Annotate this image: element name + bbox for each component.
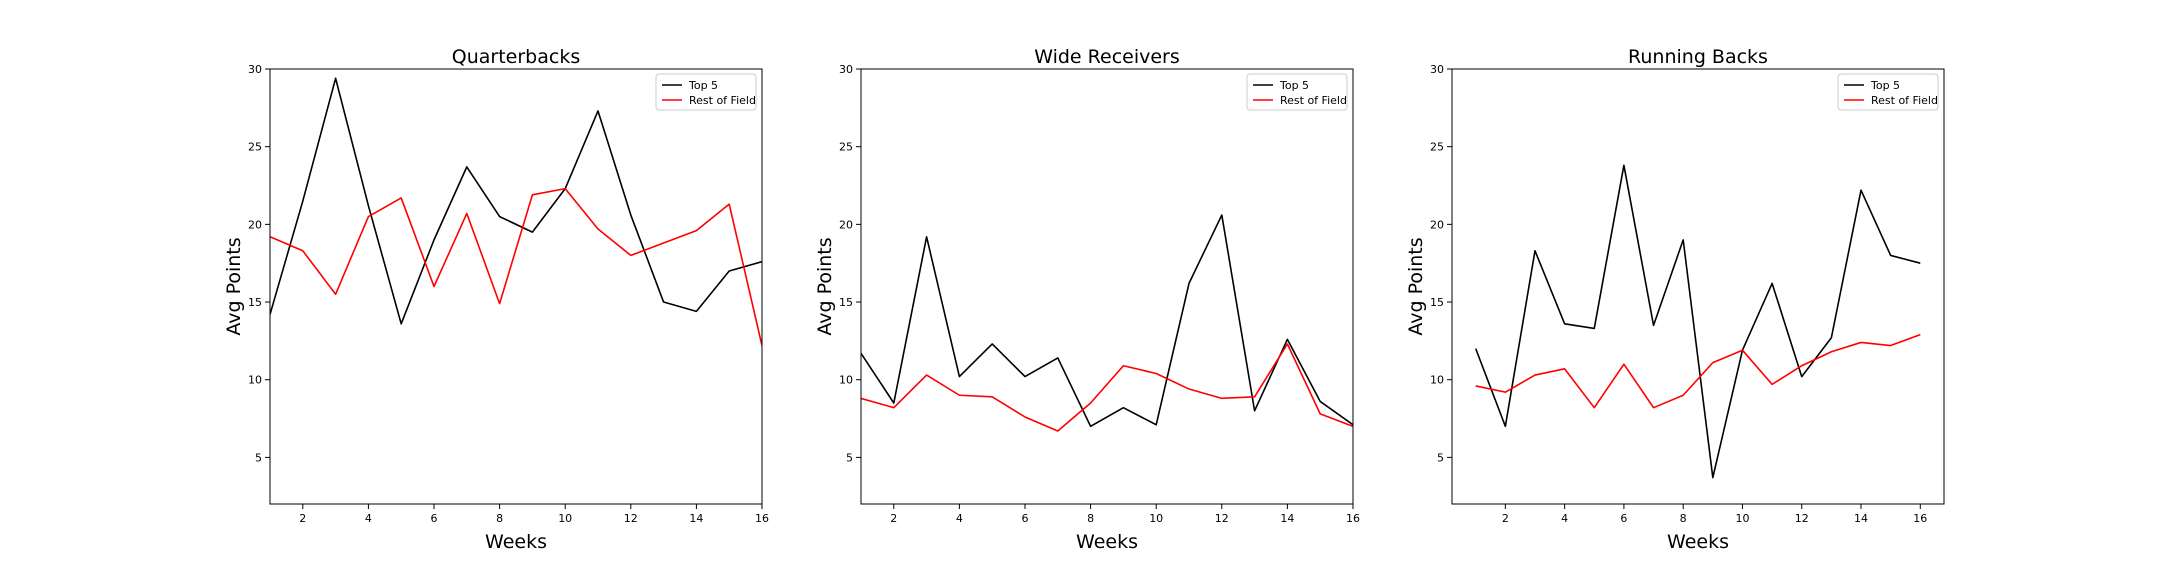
legend: Top 5 Rest of Field bbox=[655, 73, 757, 111]
x-tick-label: 16 bbox=[1346, 512, 1360, 525]
x-axis-label: Weeks bbox=[1076, 531, 1138, 553]
series-line-top-5 bbox=[1474, 164, 1921, 479]
series-line-rest-of-field bbox=[861, 343, 1353, 432]
y-tick-label: 30 bbox=[1430, 63, 1444, 76]
y-tick-label: 5 bbox=[846, 451, 853, 464]
legend-box bbox=[1837, 73, 1939, 111]
x-tick-label: 12 bbox=[1795, 512, 1809, 525]
legend-label: Rest of Field bbox=[689, 94, 756, 107]
y-tick-label: 20 bbox=[248, 218, 262, 231]
legend-label: Top 5 bbox=[688, 79, 718, 92]
y-tick-label: 10 bbox=[839, 374, 853, 387]
x-tick-label: 2 bbox=[1502, 512, 1509, 525]
y-tick-label: 20 bbox=[839, 218, 853, 231]
y-tick-label: 25 bbox=[248, 141, 262, 154]
chart-title: Running Backs bbox=[1628, 46, 1768, 68]
x-tick-label: 14 bbox=[1280, 512, 1294, 525]
x-tick-label: 12 bbox=[624, 512, 638, 525]
y-axis-label: Avg Points bbox=[1405, 237, 1427, 335]
legend-box bbox=[655, 73, 757, 111]
legend-label: Rest of Field bbox=[1871, 94, 1938, 107]
y-tick-label: 25 bbox=[839, 141, 853, 154]
x-tick-label: 14 bbox=[689, 512, 703, 525]
x-tick-label: 2 bbox=[299, 512, 306, 525]
y-tick-label: 5 bbox=[255, 451, 262, 464]
x-tick-label: 16 bbox=[1913, 512, 1927, 525]
x-tick-label: 16 bbox=[755, 512, 769, 525]
y-tick-label: 30 bbox=[839, 63, 853, 76]
legend: Top 5 Rest of Field bbox=[1246, 73, 1348, 111]
x-tick-label: 14 bbox=[1854, 512, 1868, 525]
x-tick-label: 4 bbox=[1561, 512, 1568, 525]
x-tick-label: 10 bbox=[1149, 512, 1163, 525]
y-tick-label: 10 bbox=[248, 374, 262, 387]
chart-running-backs: 2 4 6 8 10 12 14 16 5 10 15 20 25 30 Running Backs Week… bbox=[1405, 46, 1945, 553]
y-axis-label: Avg Points bbox=[223, 237, 245, 335]
x-tick-label: 2 bbox=[890, 512, 897, 525]
x-tick-label: 6 bbox=[431, 512, 438, 525]
series-line-top-5 bbox=[270, 77, 762, 325]
chart-quarterbacks: 2 4 6 8 10 12 14 16 5 10 15 20 25 30 Quarterbacks Weeks… bbox=[223, 46, 769, 553]
legend-box bbox=[1246, 73, 1348, 111]
y-tick-label: 15 bbox=[248, 296, 262, 309]
series-line-rest-of-field bbox=[1475, 333, 1921, 409]
legend-label: Top 5 bbox=[1870, 79, 1900, 92]
series-line-rest-of-field bbox=[270, 187, 762, 346]
chart-wide-receivers: 2 4 6 8 10 12 14 16 5 10 15 20 25 30 Wide Receivers Wee… bbox=[814, 46, 1360, 553]
y-tick-label: 15 bbox=[1430, 296, 1444, 309]
x-axis-label: Weeks bbox=[1667, 531, 1729, 553]
x-tick-label: 12 bbox=[1215, 512, 1229, 525]
y-axis-label: Avg Points bbox=[814, 237, 836, 335]
y-tick-label: 30 bbox=[248, 63, 262, 76]
legend: Top 5 Rest of Field bbox=[1837, 73, 1939, 111]
x-tick-label: 4 bbox=[956, 512, 963, 525]
chart-title: Quarterbacks bbox=[452, 46, 580, 68]
y-tick-label: 20 bbox=[1430, 218, 1444, 231]
plot-frame bbox=[860, 68, 1354, 505]
legend-label: Top 5 bbox=[1279, 79, 1309, 92]
x-axis-label: Weeks bbox=[485, 531, 547, 553]
series-line-top-5 bbox=[861, 214, 1353, 428]
y-tick-label: 10 bbox=[1430, 374, 1444, 387]
plot-frame bbox=[1451, 68, 1945, 505]
x-tick-label: 8 bbox=[496, 512, 503, 525]
x-tick-label: 10 bbox=[558, 512, 572, 525]
y-tick-label: 5 bbox=[1437, 451, 1444, 464]
chart-title: Wide Receivers bbox=[1034, 46, 1180, 68]
x-tick-label: 6 bbox=[1620, 512, 1627, 525]
y-tick-label: 15 bbox=[839, 296, 853, 309]
x-tick-label: 8 bbox=[1680, 512, 1687, 525]
legend-label: Rest of Field bbox=[1280, 94, 1347, 107]
x-tick-label: 4 bbox=[365, 512, 372, 525]
x-tick-label: 6 bbox=[1022, 512, 1029, 525]
plot-frame bbox=[269, 68, 763, 505]
x-tick-label: 8 bbox=[1087, 512, 1094, 525]
x-tick-label: 10 bbox=[1735, 512, 1749, 525]
y-tick-label: 25 bbox=[1430, 141, 1444, 154]
